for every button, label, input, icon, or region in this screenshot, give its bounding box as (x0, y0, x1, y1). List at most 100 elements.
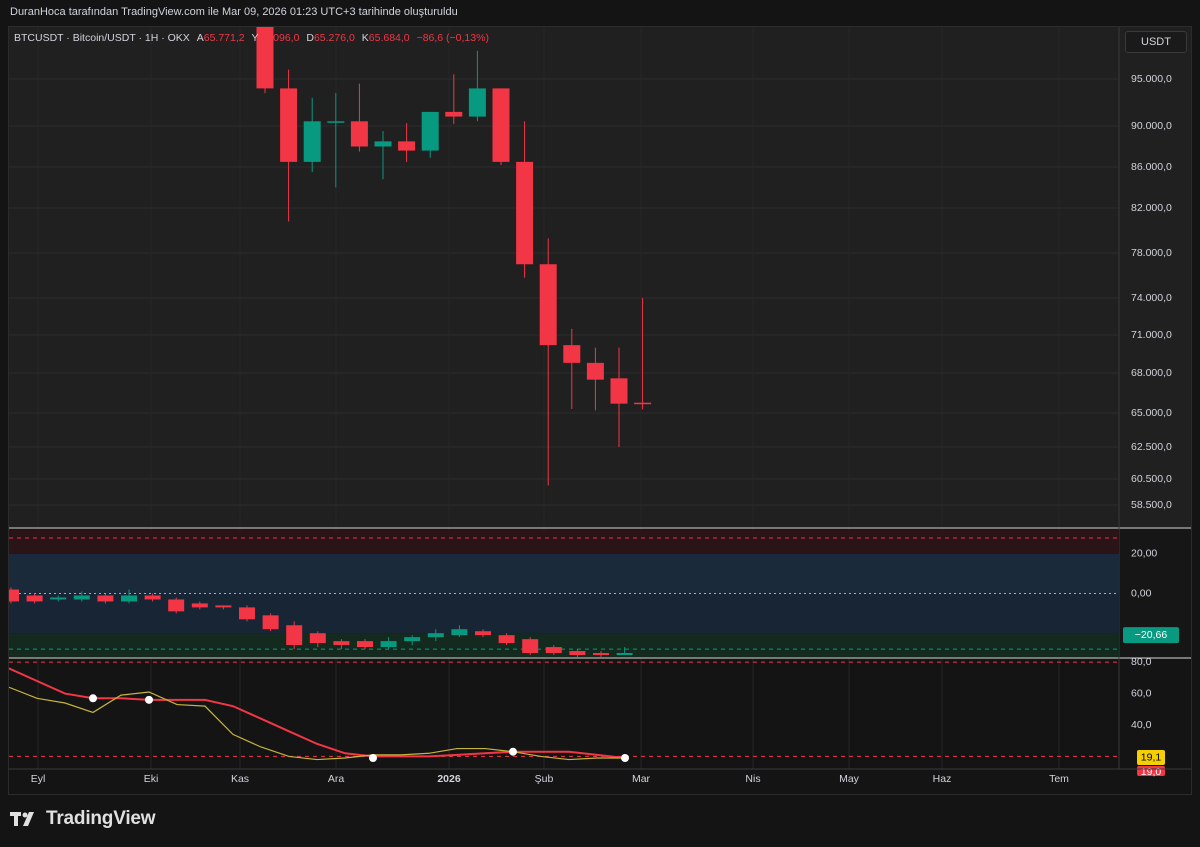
osc-candle[interactable] (569, 651, 586, 656)
price-candle[interactable] (539, 264, 557, 346)
osc-candle[interactable] (121, 595, 137, 602)
legend-close-label: K (361, 32, 369, 44)
stoch-tick-label: 80,0 (1131, 656, 1152, 668)
osc-candle[interactable] (144, 595, 161, 600)
osc-candle[interactable] (427, 633, 444, 638)
time-tick-label: Nis (745, 773, 760, 785)
tradingview-logo[interactable]: TradingView (10, 808, 156, 830)
time-tick-label: 2026 (437, 773, 461, 785)
symbol-legend: BTCUSDT · Bitcoin/USDT · 1H · OKX A65.77… (14, 32, 489, 44)
time-tick-label: Şub (535, 773, 554, 785)
legend-high-label: Y (251, 32, 259, 44)
price-candle[interactable] (280, 88, 298, 162)
osc-candle[interactable] (380, 641, 397, 648)
osc-candle[interactable] (404, 637, 421, 642)
osc-candle[interactable] (309, 633, 326, 644)
overbought-zone (9, 530, 1119, 554)
time-axis-bg (9, 769, 1191, 794)
osc-candle[interactable] (451, 629, 468, 636)
legend-low-label: D (306, 32, 314, 44)
chart-caption: DuranHoca tarafından TradingView.com ile… (10, 6, 458, 18)
legend-symbol[interactable]: BTCUSDT · Bitcoin/USDT · 1H · OKX (14, 32, 190, 44)
osc-candle[interactable] (239, 607, 255, 620)
stoch-k-line[interactable] (9, 667, 626, 759)
legend-open-label: A (196, 32, 204, 44)
osc-candle[interactable] (97, 595, 114, 602)
price-candle[interactable] (634, 402, 652, 405)
price-candle[interactable] (303, 121, 321, 162)
osc-candle[interactable] (9, 589, 19, 602)
price-candle[interactable] (492, 88, 510, 162)
osc-candle[interactable] (168, 599, 185, 612)
price-tick-label: 82.000,0 (1131, 202, 1172, 214)
price-candle[interactable] (468, 88, 486, 117)
price-tick-label: 60.500,0 (1131, 473, 1172, 485)
stoch-d-line[interactable] (9, 686, 625, 761)
osc-candle[interactable] (522, 639, 539, 654)
osc-candle[interactable] (545, 647, 562, 654)
price-tick-label: 86.000,0 (1131, 161, 1172, 173)
time-tick-label: Tem (1049, 773, 1069, 785)
stoch-last-value-2: 19,0 (1141, 766, 1162, 778)
price-candle[interactable] (421, 111, 439, 151)
stoch-cross-marker (145, 695, 153, 704)
price-candle[interactable] (445, 111, 463, 117)
price-pane-bg (9, 27, 1191, 527)
price-tick-label: 78.000,0 (1131, 247, 1172, 259)
osc-candle[interactable] (191, 603, 208, 608)
osc-candle[interactable] (286, 625, 303, 646)
price-tick-label: 71.000,0 (1131, 329, 1172, 341)
price-tick-label: 62.500,0 (1131, 441, 1172, 453)
time-tick-label: Eyl (31, 773, 46, 785)
osc-candle[interactable] (357, 641, 373, 648)
price-tick-label: 74.000,0 (1131, 292, 1172, 304)
brand-name: TradingView (46, 808, 156, 829)
osc-candle[interactable] (262, 615, 279, 630)
price-candle[interactable] (586, 362, 604, 380)
stoch-cross-marker (89, 694, 97, 703)
osc-candle[interactable] (215, 605, 232, 608)
chart-area[interactable]: 95.000,0 90.000,0 86.000,0 82.000,0 78.000,0… (8, 26, 1192, 795)
price-candle[interactable] (563, 345, 581, 363)
osc-candle[interactable] (26, 595, 43, 602)
stoch-cross-marker (621, 754, 629, 762)
time-tick-label: Eki (144, 773, 159, 785)
time-tick-label: Ara (328, 773, 345, 785)
stoch-last-value-badge (1137, 750, 1165, 765)
price-candle[interactable] (256, 27, 274, 89)
osc-candle[interactable] (73, 595, 90, 600)
tradingview-logo-icon (10, 812, 34, 826)
time-tick-label: Haz (933, 773, 952, 785)
stoch-last-value: 19,1 (1141, 751, 1162, 763)
osc-candle[interactable] (498, 635, 515, 644)
legend-change: −86,6 (−0,13%) (416, 32, 489, 44)
price-tick-label: 68.000,0 (1131, 367, 1172, 379)
osc-candle[interactable] (616, 653, 633, 656)
osc-candle[interactable] (50, 597, 67, 600)
time-tick-label: May (839, 773, 860, 785)
chart-canvas[interactable]: 95.000,0 90.000,0 86.000,0 82.000,0 78.000,0… (9, 27, 1192, 795)
price-candle[interactable] (350, 121, 368, 147)
price-candle[interactable] (327, 121, 345, 123)
osc-candle[interactable] (593, 653, 609, 656)
stoch-tick-label: 60,0 (1131, 687, 1152, 699)
osc-candle[interactable] (475, 631, 491, 636)
price-candle[interactable] (516, 161, 534, 265)
currency-button[interactable]: USDT (1125, 31, 1187, 53)
legend-close-value: 65.684,0 (368, 32, 410, 44)
osc-tick-label: 20,00 (1131, 548, 1157, 560)
legend-open-value: 65.771,2 (203, 32, 245, 44)
osc-candle[interactable] (333, 641, 350, 646)
lower-zone (9, 593, 1119, 634)
legend-low-value: 65.276,0 (313, 32, 355, 44)
price-candle[interactable] (398, 141, 416, 151)
price-tick-label: 95.000,0 (1131, 73, 1172, 85)
osc-last-value: −20,66 (1135, 629, 1168, 641)
time-tick-label: Kas (231, 773, 249, 785)
price-candle[interactable] (374, 141, 392, 147)
legend-high-value: 66.096,0 (258, 32, 300, 44)
stoch-tick-label: 40,0 (1131, 719, 1152, 731)
stoch-cross-marker (369, 754, 377, 762)
osc-tick-label: 0,00 (1131, 587, 1152, 599)
price-candle[interactable] (610, 378, 628, 404)
